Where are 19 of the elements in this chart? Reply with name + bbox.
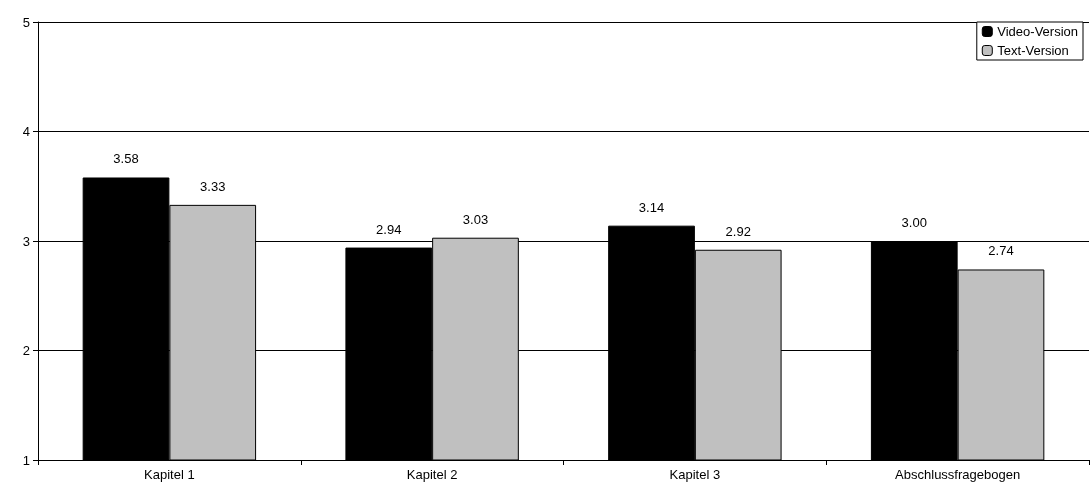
data-label: 3.14 [638, 199, 665, 215]
legend-label: Text-Version [997, 43, 1069, 58]
y-tick-label: 1 [22, 452, 30, 468]
x-tick-label: Kapitel 2 [406, 467, 458, 482]
data-label: 3.00 [901, 215, 927, 230]
y-tick-label: 5 [22, 14, 30, 30]
data-label: 3.33 [200, 178, 226, 194]
x-tick-label: Kapitel 1 [144, 467, 195, 482]
data-label: 2.92 [725, 223, 751, 239]
legend-label: Video-Version [997, 24, 1079, 39]
y-tick-label: 2 [22, 343, 30, 358]
x-tick-label: Abschlussfragebogen [895, 467, 1021, 482]
y-tick-label: 4 [22, 124, 30, 139]
x-tick-label: Kapitel 3 [669, 467, 721, 482]
data-label: 2.74 [988, 243, 1014, 259]
data-label: 3.58 [113, 151, 139, 167]
data-label: 2.94 [376, 221, 402, 237]
y-tick-label: 3 [22, 233, 30, 249]
data-label: 3.03 [462, 211, 489, 227]
